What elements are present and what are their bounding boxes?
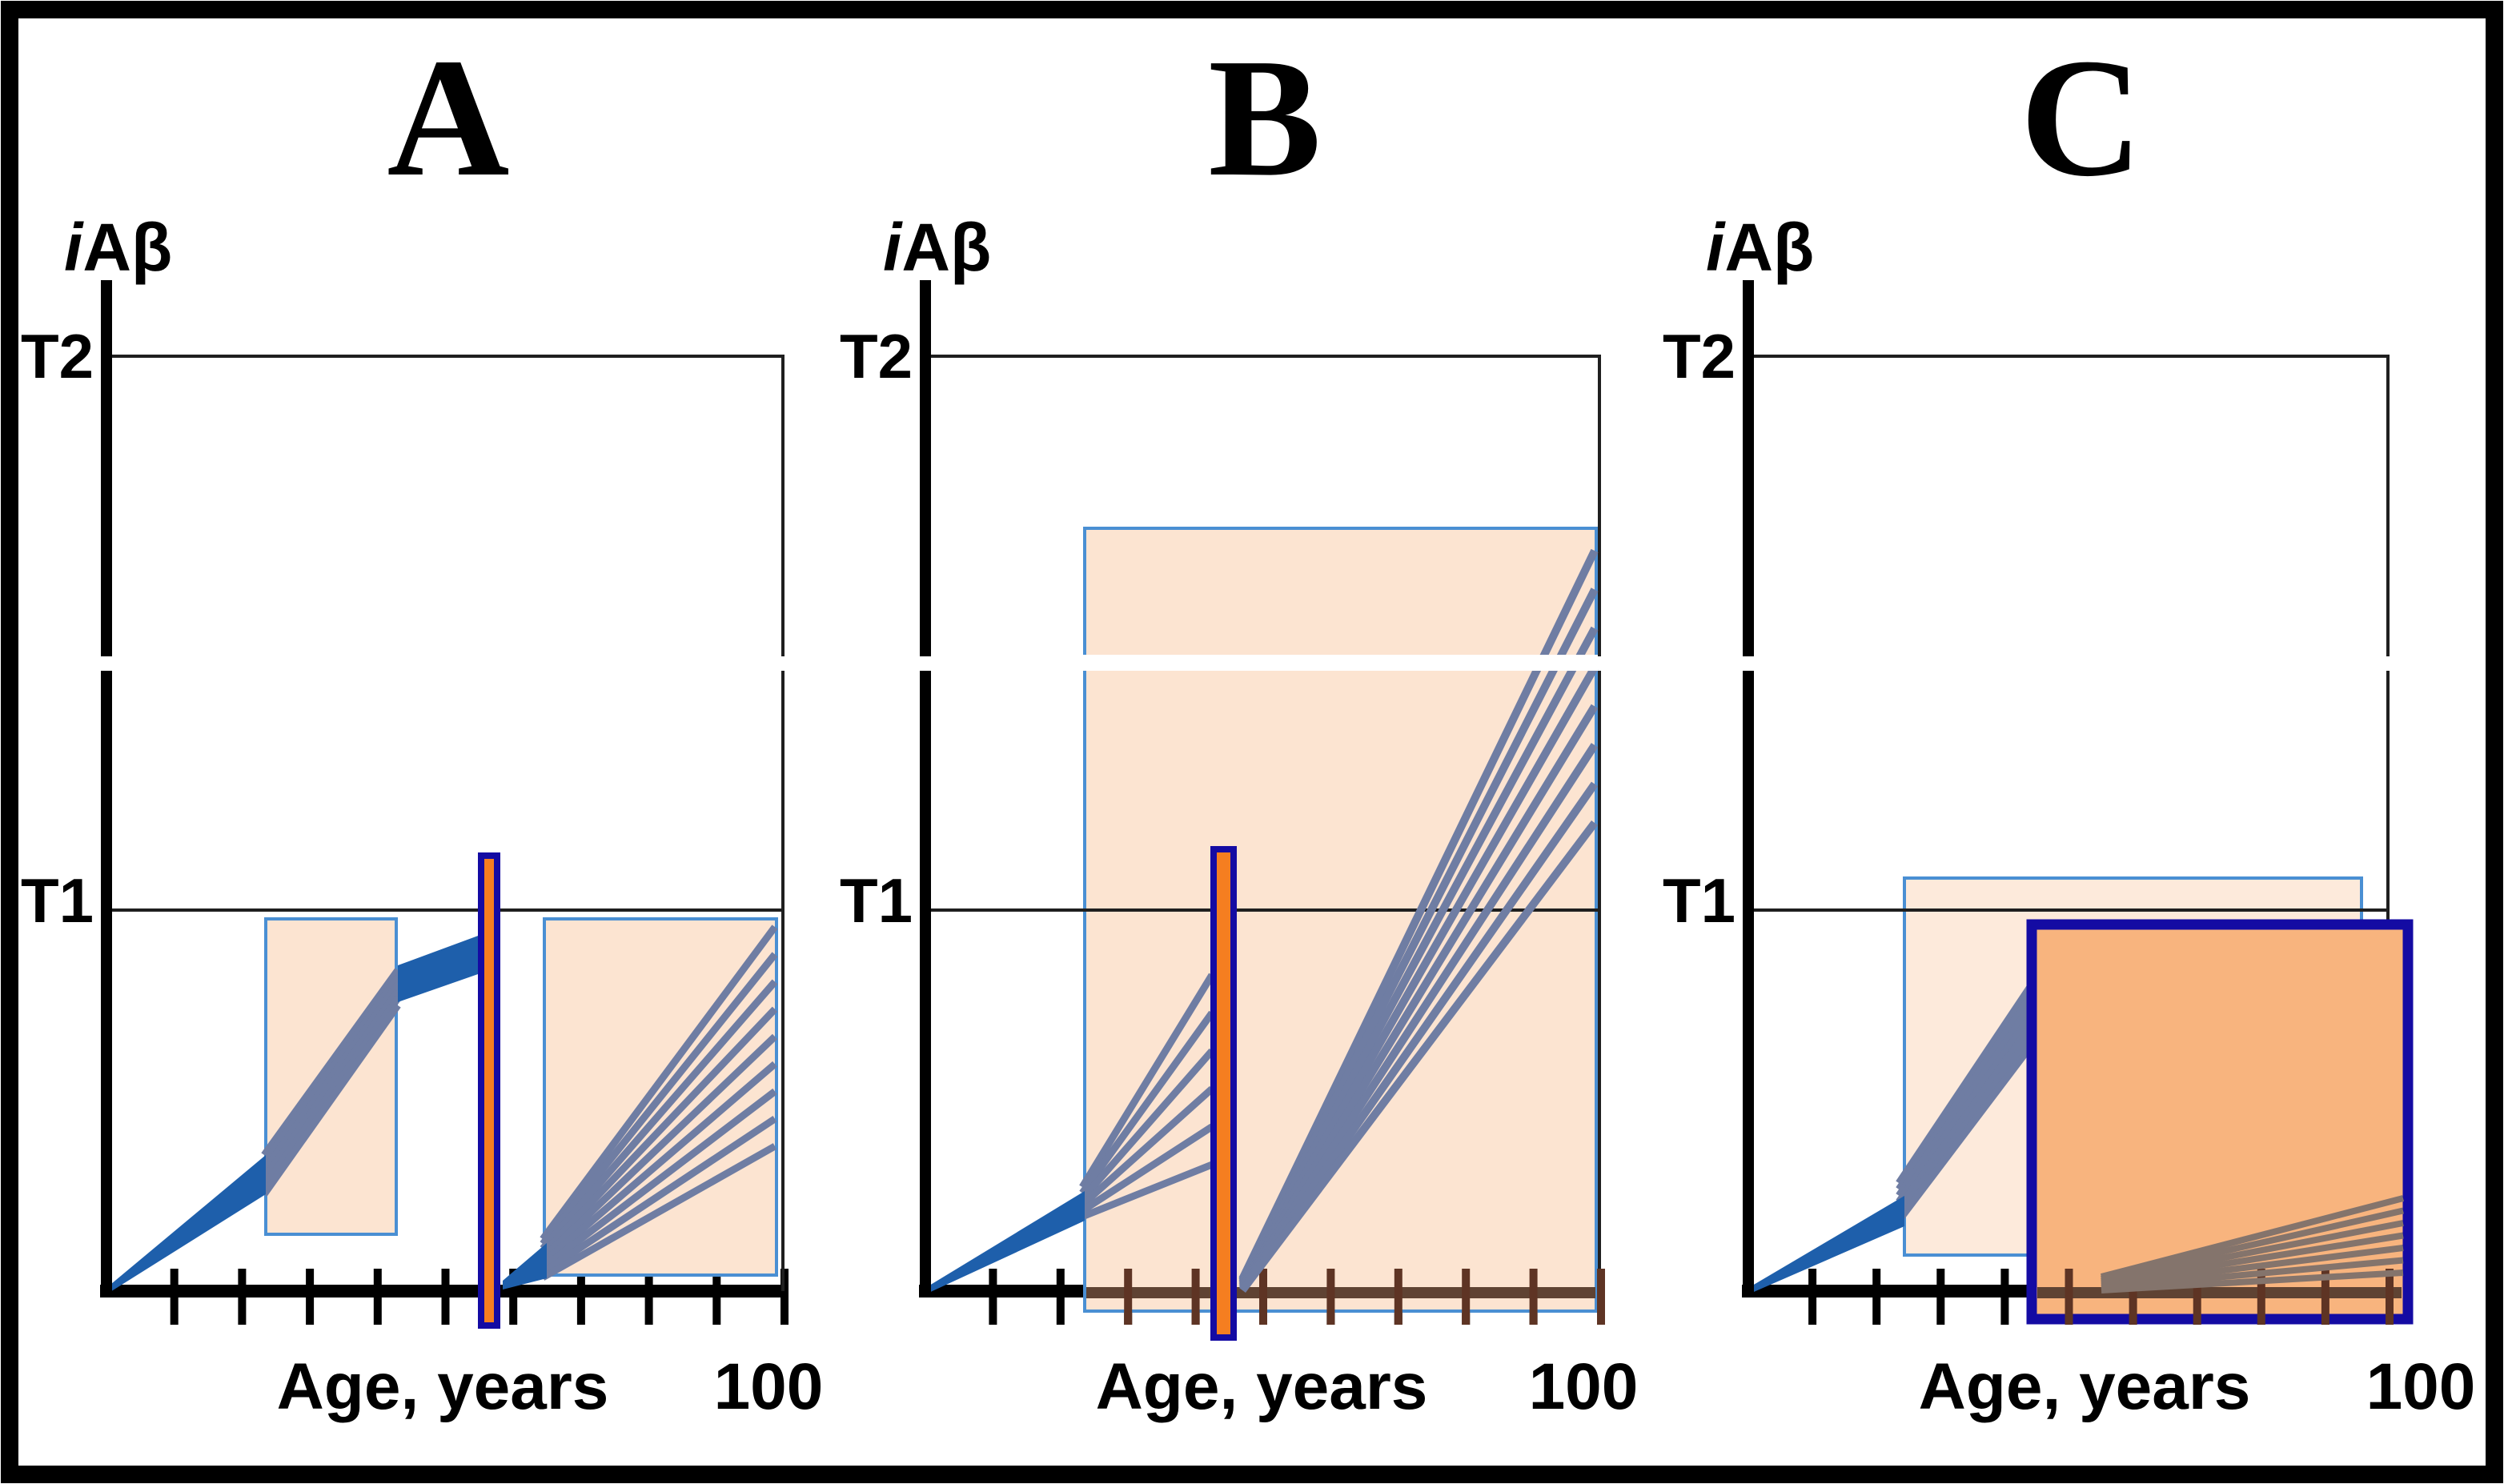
- trajectory-fan-C-1: [1896, 981, 2043, 1192]
- trajectory-fan-A-2: [540, 1088, 777, 1271]
- x-axis-label-B: Age, years: [1096, 1350, 1428, 1423]
- y-label-abeta: Aβ: [901, 210, 991, 285]
- trajectory-fan-A-2: [540, 1143, 777, 1281]
- baseline-band-C-1: [1748, 1196, 1904, 1294]
- trajectory-fan-B-1: [1079, 1048, 1215, 1201]
- t2-label-C: T2: [1663, 321, 1736, 391]
- baseline-band-A-3: [503, 1243, 547, 1289]
- t2-label-A: T2: [21, 321, 94, 391]
- trajectory-fan-A-1: [261, 996, 401, 1189]
- y-label-italic-i: i: [883, 210, 903, 285]
- trajectory-fan-A-2: [540, 1033, 778, 1261]
- x-axis-label-C: Age, years: [1919, 1350, 2251, 1423]
- y-axis-label-C: iAβ: [1706, 210, 1814, 285]
- trajectory-fan-A-2: [540, 979, 778, 1251]
- panel-title-B: B: [1208, 23, 1321, 211]
- t1-label-C: T1: [1663, 865, 1736, 936]
- y-label-italic-i: i: [64, 210, 84, 285]
- trajectory-fan-A-1: [261, 968, 401, 1157]
- trajectory-fan-A-1: [261, 1003, 401, 1197]
- t2-label-B: T2: [840, 321, 913, 391]
- trajectory-fan-A-1: [261, 981, 401, 1173]
- y-axis-label-A: iAβ: [64, 210, 172, 285]
- trajectory-fan-B-1: [1080, 1123, 1214, 1214]
- trajectory-fan-B-2: [1238, 743, 1599, 1289]
- trajectory-fan-C-1: [1896, 970, 2043, 1185]
- x-max-label-A: 100: [714, 1350, 824, 1423]
- trajectory-fan-B-2: [1238, 781, 1599, 1291]
- trajectory-fan-A-2: [540, 1115, 777, 1276]
- baseline-band-A-1: [106, 1155, 266, 1294]
- baseline-band-A-2: [398, 935, 480, 1002]
- baseline-band-B-1: [925, 1191, 1085, 1294]
- trajectory-fan-A-2: [540, 1061, 777, 1266]
- y-label-italic-i: i: [1706, 210, 1726, 285]
- x-axis-label-A: Age, years: [277, 1350, 609, 1423]
- suppressed-fan-C: [2101, 1257, 2404, 1292]
- t1-label-B: T1: [840, 865, 913, 936]
- y-label-abeta: Aβ: [82, 210, 172, 285]
- trajectory-fan-C-1: [1896, 991, 2043, 1198]
- trajectory-fan-B-1: [1079, 1085, 1215, 1208]
- suppressed-fan-C: [2101, 1220, 2404, 1285]
- suppressed-fan-C: [2101, 1245, 2404, 1289]
- y-axis-label-B: iAβ: [883, 210, 991, 285]
- trajectory-fan-A-1: [261, 975, 401, 1165]
- y-label-abeta: Aβ: [1724, 210, 1814, 285]
- x-max-label-C: 100: [2366, 1350, 2476, 1423]
- trajectory-fan-A-2: [540, 1006, 778, 1257]
- trajectory-fan-C-1: [1896, 1001, 2043, 1205]
- trajectory-fan-B-2: [1238, 665, 1599, 1286]
- suppressed-fan-C: [2101, 1232, 2404, 1287]
- trajectory-fan-A-2: [540, 952, 778, 1246]
- suppressed-fan-C: [2101, 1269, 2404, 1293]
- t1-label-A: T1: [21, 865, 94, 936]
- trajectory-fan-A-2: [540, 924, 778, 1241]
- trajectory-fan-B-1: [1079, 973, 1215, 1189]
- trajectory-fan-B-1: [1079, 1010, 1215, 1196]
- intervention-bar-A: [484, 859, 494, 1322]
- panel-title-A: A: [387, 23, 509, 211]
- trajectory-fan-B-2: [1238, 704, 1599, 1288]
- trajectory-fan-B-2: [1239, 820, 1598, 1293]
- suppressed-fan-C: [2101, 1207, 2404, 1282]
- trajectory-fan-C-1: [1896, 1011, 2043, 1210]
- panel-title-C: C: [2020, 23, 2142, 211]
- trajectory-fan-C-1: [1896, 1032, 2043, 1223]
- axis-break-stripe-B: [1083, 655, 1598, 671]
- x-max-label-B: 100: [1529, 1350, 1639, 1423]
- trajectory-fan-C-1: [1896, 1021, 2043, 1217]
- intervention-bar-B: [1217, 852, 1230, 1334]
- trajectory-fan-B-1: [1081, 1161, 1214, 1221]
- trajectory-fan-A-1: [261, 989, 401, 1181]
- suppressed-fan-C: [2100, 1195, 2405, 1280]
